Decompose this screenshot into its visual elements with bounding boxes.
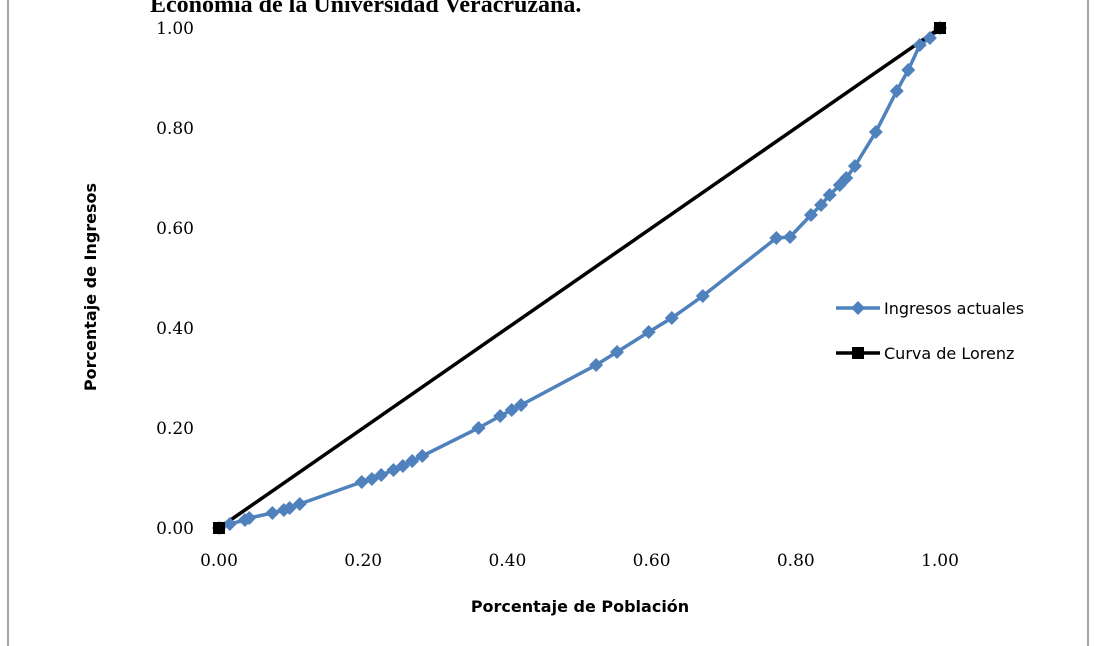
data-point: [589, 358, 604, 372]
data-point: [222, 517, 237, 531]
chart-frame: [7, 0, 1089, 646]
data-point: [609, 345, 624, 359]
data-point: [769, 231, 784, 245]
data-point: [641, 325, 656, 339]
data-point: [922, 31, 937, 45]
data-point: [292, 497, 307, 511]
data-point: [415, 449, 430, 463]
data-point: [814, 198, 829, 212]
data-point: [265, 506, 280, 520]
data-point: [868, 125, 883, 139]
legend-label: Ingresos actuales: [884, 299, 1024, 318]
y-tick-label: 0.00: [156, 519, 194, 539]
data-point: [471, 421, 486, 435]
data-point: [901, 63, 916, 77]
x-axis-title: Porcentaje de Población: [471, 597, 689, 616]
data-point: [213, 522, 225, 534]
data-point: [803, 208, 818, 222]
data-point: [242, 511, 257, 525]
data-point: [783, 230, 798, 244]
series-line: [218, 26, 941, 530]
data-point: [395, 459, 410, 473]
x-tick-label: 0.60: [633, 551, 671, 571]
data-point: [889, 84, 904, 98]
y-axis-title: Porcentaje de Ingresos: [81, 183, 100, 391]
legend-marker: [852, 347, 864, 359]
y-tick-label: 1.00: [156, 19, 194, 39]
data-point: [374, 468, 389, 482]
legend-marker: [851, 301, 865, 315]
data-point: [847, 159, 862, 173]
data-point: [822, 188, 837, 202]
data-point: [354, 475, 369, 489]
data-point: [664, 311, 679, 325]
legend-label: Curva de Lorenz: [884, 344, 1014, 363]
data-point: [912, 38, 927, 52]
y-tick-label: 0.40: [156, 319, 194, 339]
data-point: [934, 22, 946, 34]
x-tick-label: 1.00: [921, 551, 959, 571]
y-tick-label: 0.80: [156, 119, 194, 139]
y-tick-label: 0.60: [156, 219, 194, 239]
y-tick-label: 0.20: [156, 419, 194, 439]
data-point: [514, 398, 529, 412]
chart-title: Economía de la Universidad Veracruzana.: [150, 0, 581, 18]
data-point: [839, 171, 854, 185]
data-point: [504, 403, 519, 417]
x-tick-label: 0.80: [777, 551, 815, 571]
data-point: [493, 409, 508, 423]
x-tick-label: 0.00: [200, 551, 238, 571]
x-tick-label: 0.40: [488, 551, 526, 571]
data-point: [282, 501, 297, 515]
data-point: [695, 289, 710, 303]
x-tick-label: 0.20: [344, 551, 382, 571]
data-point: [405, 454, 420, 468]
